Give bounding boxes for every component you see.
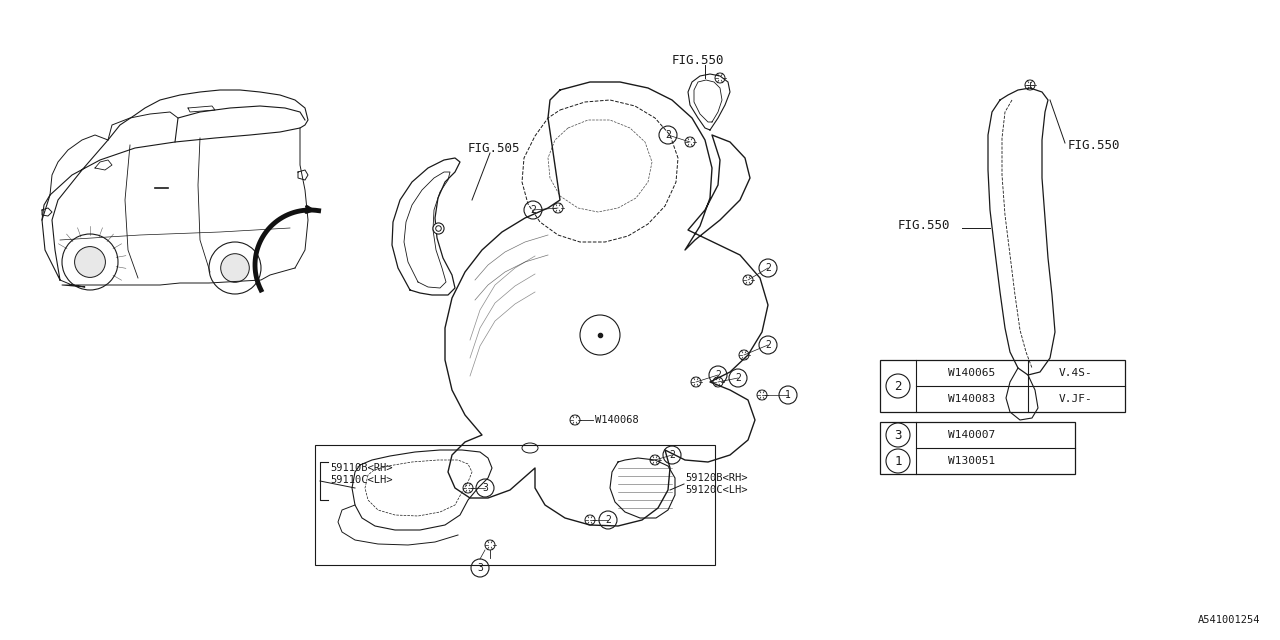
Circle shape xyxy=(585,515,595,525)
Text: 59110C<LH>: 59110C<LH> xyxy=(330,475,393,485)
Circle shape xyxy=(742,275,753,285)
Text: 1: 1 xyxy=(895,454,901,467)
Text: FIG.550: FIG.550 xyxy=(899,218,951,232)
Text: W130051: W130051 xyxy=(948,456,996,466)
Text: 3: 3 xyxy=(477,563,483,573)
Text: 3: 3 xyxy=(895,429,901,442)
Circle shape xyxy=(709,366,727,384)
Circle shape xyxy=(1025,80,1036,90)
Text: 2: 2 xyxy=(765,263,771,273)
Text: 59110B<RH>: 59110B<RH> xyxy=(330,463,393,473)
Circle shape xyxy=(659,126,677,144)
Circle shape xyxy=(471,559,489,577)
Circle shape xyxy=(524,201,541,219)
Circle shape xyxy=(759,336,777,354)
Circle shape xyxy=(716,73,724,83)
Text: 2: 2 xyxy=(530,205,536,215)
Text: 3: 3 xyxy=(483,483,488,493)
Circle shape xyxy=(570,415,580,425)
Text: V.JF-: V.JF- xyxy=(1059,394,1093,404)
Circle shape xyxy=(886,423,910,447)
Text: FIG.505: FIG.505 xyxy=(468,141,521,154)
Text: A541001254: A541001254 xyxy=(1198,615,1260,625)
Text: FIG.550: FIG.550 xyxy=(672,54,724,67)
Circle shape xyxy=(74,246,105,277)
Text: FIG.550: FIG.550 xyxy=(1068,138,1120,152)
Circle shape xyxy=(730,369,748,387)
Circle shape xyxy=(759,259,777,277)
Circle shape xyxy=(691,377,701,387)
Text: 2: 2 xyxy=(605,515,611,525)
Circle shape xyxy=(756,390,767,400)
Text: W140065: W140065 xyxy=(948,368,996,378)
Circle shape xyxy=(220,253,250,282)
Circle shape xyxy=(650,455,660,465)
Circle shape xyxy=(553,203,563,213)
Text: W140068: W140068 xyxy=(595,415,639,425)
FancyBboxPatch shape xyxy=(881,360,1125,412)
Text: 1: 1 xyxy=(785,390,791,400)
Circle shape xyxy=(685,137,695,147)
Text: 2: 2 xyxy=(666,130,671,140)
Circle shape xyxy=(780,386,797,404)
Text: 59120B<RH>: 59120B<RH> xyxy=(685,473,748,483)
Text: 2: 2 xyxy=(716,370,721,380)
Circle shape xyxy=(599,511,617,529)
Text: 2: 2 xyxy=(895,380,901,392)
FancyBboxPatch shape xyxy=(881,422,1075,474)
Circle shape xyxy=(886,374,910,398)
Circle shape xyxy=(663,446,681,464)
Circle shape xyxy=(713,377,723,387)
Text: 2: 2 xyxy=(735,373,741,383)
Text: 2: 2 xyxy=(765,340,771,350)
Text: 2: 2 xyxy=(669,450,675,460)
Circle shape xyxy=(463,483,474,493)
Text: W140007: W140007 xyxy=(948,430,996,440)
Text: V.4S-: V.4S- xyxy=(1059,368,1093,378)
Circle shape xyxy=(485,540,495,550)
Circle shape xyxy=(739,350,749,360)
Text: W140083: W140083 xyxy=(948,394,996,404)
Text: 59120C<LH>: 59120C<LH> xyxy=(685,485,748,495)
Circle shape xyxy=(886,449,910,473)
Circle shape xyxy=(476,479,494,497)
